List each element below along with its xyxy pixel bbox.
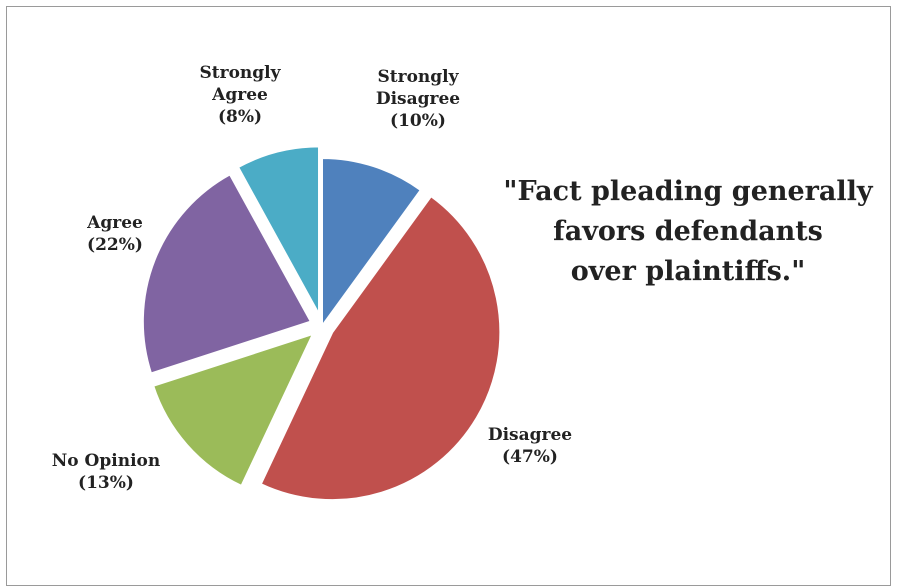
pie-chart: Strongly Disagree (10%)Disagree (47%)No Opi… (52, 63, 573, 502)
slice-label-2: Disagree (47%) (488, 425, 572, 467)
pie-slice-4 (141, 173, 313, 375)
slice-label-4: Agree (22%) (86, 213, 143, 255)
pie-slice-1 (321, 156, 423, 330)
slice-label-3-line-2: (13%) (78, 473, 134, 493)
pie-slice-5 (236, 145, 321, 315)
slice-label-5-line-3: (8%) (218, 107, 262, 127)
pie-slice-3 (151, 332, 315, 488)
pie-labels: Strongly Disagree (10%)Disagree (47%)No Opi… (52, 63, 573, 493)
chart-title-line-1: "Fact pleading generally (503, 176, 873, 207)
slice-label-1-line-3: (10%) (390, 111, 446, 131)
slice-label-1-line-2: Disagree (376, 89, 460, 109)
slice-label-1-line-1: Strongly (377, 67, 459, 87)
pie-slices (141, 145, 502, 502)
slice-label-3: No Opinion (13%) (52, 451, 160, 493)
chart-title-line-3: over plaintiffs." (570, 256, 806, 287)
slice-label-5-line-1: Strongly (199, 63, 281, 83)
slice-label-2-line-2: (47%) (502, 447, 558, 467)
slice-label-1: Strongly Disagree (10%) (376, 67, 460, 131)
chart-title: "Fact pleading generally favors defendan… (478, 172, 898, 292)
slice-label-5: Strongly Agree (8%) (199, 63, 281, 127)
chart-title-line-2: favors defendants (553, 216, 823, 247)
slice-label-4-line-1: Agree (86, 213, 143, 233)
slice-label-2-line-1: Disagree (488, 425, 572, 445)
pie-slice-2 (259, 194, 502, 502)
slice-label-5-line-2: Agree (211, 85, 268, 105)
slice-label-3-line-1: No Opinion (52, 451, 160, 471)
slice-label-4-line-2: (22%) (87, 235, 143, 255)
